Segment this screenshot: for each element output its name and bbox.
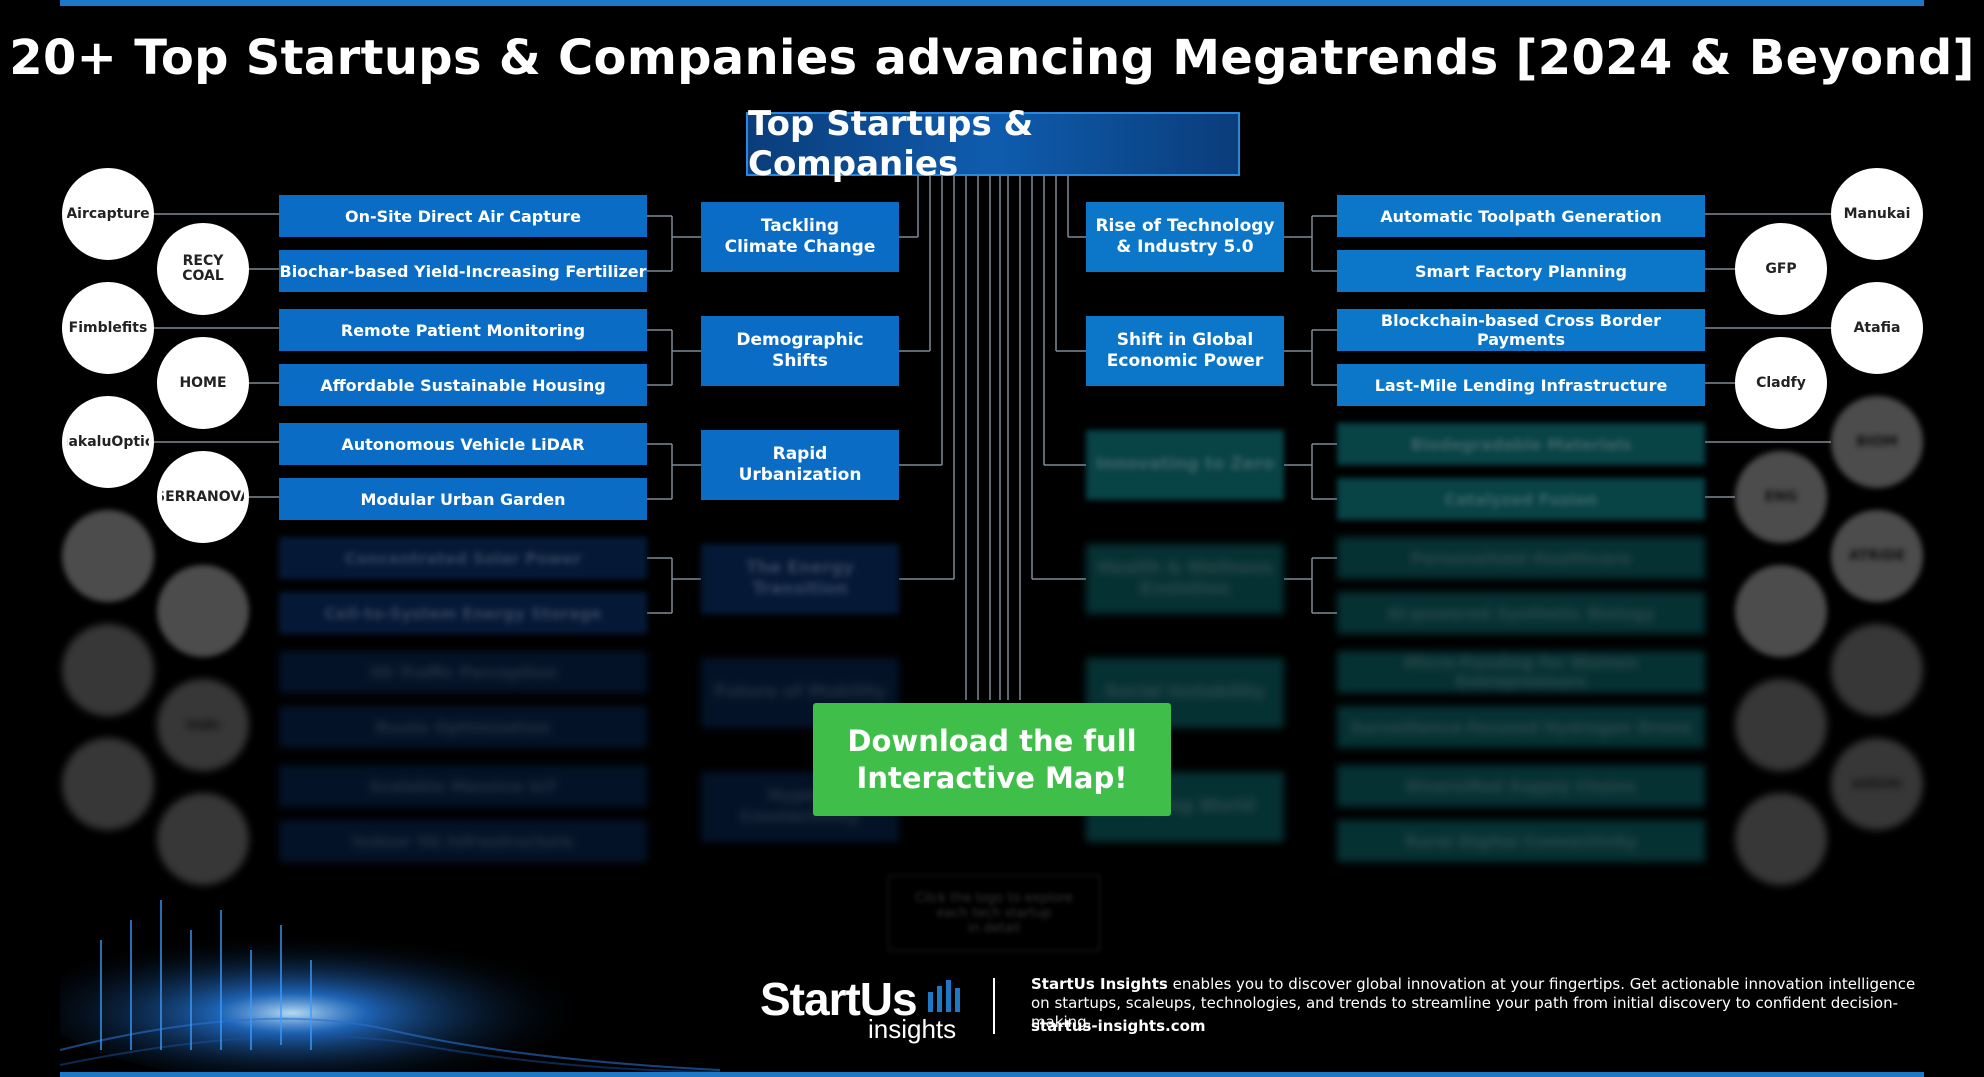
startup-logo-right-2-1[interactable]: ENG [1735,451,1827,543]
trend-left-3: The Energy Transition [701,544,899,614]
startup-logo-right-1-1[interactable]: Cladfy [1735,337,1827,429]
subtopic-right-2-1: Catalyzed Fusion [1337,478,1705,520]
startup-logo-left-5-1[interactable] [157,793,249,885]
startup-logo-right-5-1[interactable] [1735,793,1827,885]
startup-logo-right-3-0[interactable]: ATRIDE [1831,510,1923,602]
subtopic-right-3-1: AI-powered Synthetic Biology [1337,592,1705,634]
subtopic-left-5-0: Scalable Massive IoT [279,765,647,807]
trend-left-2: Rapid Urbanization [701,430,899,500]
startup-logo-left-2-0[interactable]: MakaluOptics [62,396,154,488]
subtopic-right-0-0: Automatic Toolpath Generation [1337,195,1705,237]
footer-brand-bold: StartUs Insights [1031,975,1168,993]
subtopic-left-0-0: On-Site Direct Air Capture [279,195,647,237]
startup-logo-left-5-0[interactable] [62,738,154,830]
top-accent-bar [60,0,1924,6]
subtopic-left-1-1: Affordable Sustainable Housing [279,364,647,406]
subtopic-right-5-0: Diversified Supply Chains [1337,765,1705,807]
hint-text: Click the logo to explore each tech star… [888,875,1100,951]
startup-logo-left-0-0[interactable]: Aircapture [62,168,154,260]
startup-logo-left-1-0[interactable]: Fimblefits [62,282,154,374]
brand-subtitle: insights [868,1014,957,1044]
subtopic-right-1-0: Blockchain-based Cross Border Payments [1337,309,1705,351]
startup-logo-right-0-0[interactable]: Manukai [1831,168,1923,260]
subtopic-right-5-1: Rural Digital Connectivity [1337,820,1705,862]
startup-logo-left-3-0[interactable] [62,510,154,602]
subtopic-right-4-0: Micro-Funding for Women Entrepreneurs [1337,651,1705,693]
startup-logo-left-4-1[interactable]: iodo [157,679,249,771]
brand-name: StartUs [760,973,918,1025]
trend-right-1: Shift in Global Economic Power [1086,316,1284,386]
subtopic-right-1-1: Last-Mile Lending Infrastructure [1337,364,1705,406]
startup-logo-right-4-0[interactable] [1831,624,1923,716]
startup-logo-right-1-0[interactable]: Atafia [1831,282,1923,374]
download-map-button[interactable]: Download the full Interactive Map! [813,703,1171,816]
subtopic-left-4-1: Route Optimization [279,706,647,748]
trend-right-0: Rise of Technology & Industry 5.0 [1086,202,1284,272]
startup-logo-right-3-1[interactable] [1735,565,1827,657]
signal-bars-icon [928,980,960,1012]
subtopic-left-2-0: Autonomous Vehicle LiDAR [279,423,647,465]
footer-text-body: enables you to discover global innovatio… [1031,975,1916,1031]
startup-logo-left-2-1[interactable]: SERRANOVA [157,451,249,543]
startup-logo-left-0-1[interactable]: RECY COAL [157,223,249,315]
trend-right-2: Innovating to Zero [1086,430,1284,500]
startup-logo-left-1-1[interactable]: HOME [157,337,249,429]
trend-left-1: Demographic Shifts [701,316,899,386]
subtopic-left-2-1: Modular Urban Garden [279,478,647,520]
subtopic-right-0-1: Smart Factory Planning [1337,250,1705,292]
subtopic-left-0-1: Biochar-based Yield-Increasing Fertilize… [279,250,647,292]
bottom-accent-bar [60,1072,1924,1077]
trend-left-0: Tackling Climate Change [701,202,899,272]
startup-logo-left-3-1[interactable] [157,565,249,657]
globe-illustration [40,880,721,1077]
footer-url[interactable]: startus-insights.com [1031,1017,1206,1035]
subtopic-left-5-1: Indoor 5G Infrastructure [279,820,647,862]
startup-logo-left-4-0[interactable] [62,624,154,716]
subtopic-left-3-1: Cell-to-System Energy Storage [279,592,647,634]
page-title: 20+ Top Startups & Companies advancing M… [9,30,1975,86]
trend-right-3: Health & Wellness Evolution [1086,544,1284,614]
startus-logo: StartUs insights [760,972,960,1044]
startup-logo-right-5-0[interactable]: entvin [1831,738,1923,830]
subtopic-right-2-0: Biodegradable Materials [1337,423,1705,465]
subtopic-left-4-0: 3D Traffic Perception [279,651,647,693]
subtopic-right-4-1: Surveillance-focused Hydrogen Drone [1337,706,1705,748]
startup-logo-right-0-1[interactable]: GFP [1735,223,1827,315]
footer-description: StartUs Insights enables you to discover… [1031,975,1931,1032]
startup-logo-right-4-1[interactable] [1735,679,1827,771]
subtopic-left-3-0: Concentrated Solar Power [279,537,647,579]
subtopic-left-1-0: Remote Patient Monitoring [279,309,647,351]
subtopic-right-3-0: Personalized Healthcare [1337,537,1705,579]
footer-divider [993,978,995,1034]
startup-logo-right-2-0[interactable]: BIOM [1831,396,1923,488]
